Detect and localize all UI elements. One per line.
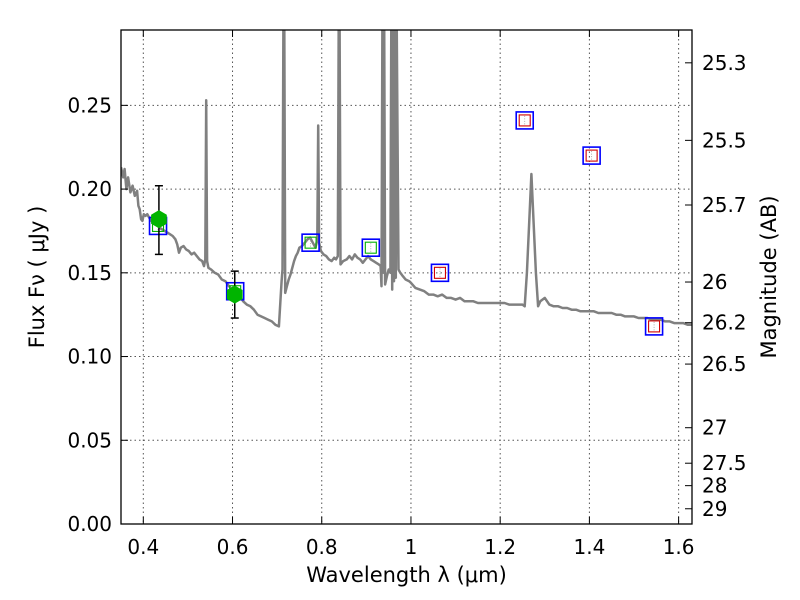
model-photometry-inner-box [648, 320, 661, 333]
right-tick-label: 25.3 [702, 51, 747, 75]
x-tick-label: 0.4 [127, 535, 159, 559]
x-tick-label: 1.2 [484, 535, 516, 559]
y-tick-label: 0.05 [67, 428, 112, 452]
right-tick-label: 25.7 [702, 193, 747, 217]
right-tick-label: 27.5 [702, 451, 747, 475]
x-tick-label: 1.4 [573, 535, 605, 559]
y-axis-label: Flux Fν ( μJy ) [25, 206, 49, 349]
y-tick-label: 0.00 [67, 512, 112, 536]
right-tick-label: 28 [702, 474, 727, 498]
right-tick-label: 26 [702, 270, 727, 294]
x-tick-label: 0.6 [217, 535, 249, 559]
model-photometry-box [582, 146, 601, 165]
x-tick-label: 1 [405, 535, 418, 559]
y-tick-label: 0.20 [67, 177, 112, 201]
spectrum-line [121, 30, 692, 328]
plot-frame [120, 29, 693, 525]
model-spectrum [121, 30, 692, 328]
model-photometry-inner-box [304, 236, 317, 249]
model-photometry-markers [148, 111, 664, 336]
right-tick-label: 25.5 [702, 128, 747, 152]
right-tick-label: 26.5 [702, 352, 747, 376]
model-photometry-inner-box [585, 149, 598, 162]
observed-point [226, 285, 243, 304]
model-photometry-box [515, 111, 535, 130]
x-axis-label: Wavelength λ (μm) [306, 563, 507, 587]
model-photometry-inner-box [433, 266, 447, 279]
y-tick-label: 0.15 [67, 261, 112, 285]
model-photometry-box [361, 238, 381, 257]
model-photometry-box [644, 317, 664, 336]
model-photometry-inner-box [518, 114, 531, 127]
right-axis-label: Magnitude (AB) [757, 195, 781, 358]
x-tick-label: 1.6 [663, 535, 695, 559]
observed-point [151, 210, 167, 229]
observed-points [151, 184, 243, 319]
model-photometry-box [430, 263, 450, 283]
x-axis-ticks: 0.4 0.6 0.8 1 1.2 1.4 1.6 [127, 30, 695, 559]
model-photometry-box [301, 233, 320, 252]
right-tick-label: 27 [702, 416, 727, 440]
model-photometry-inner-box [364, 241, 377, 254]
right-tick-label: 26.2 [702, 311, 747, 335]
y-tick-label: 0.10 [67, 345, 112, 369]
y-axis-ticks: 0.00 0.05 0.10 0.15 0.20 0.25 [67, 93, 128, 536]
y-tick-label: 0.25 [67, 93, 112, 117]
x-tick-label: 0.8 [306, 535, 338, 559]
right-tick-label: 29 [702, 497, 727, 521]
